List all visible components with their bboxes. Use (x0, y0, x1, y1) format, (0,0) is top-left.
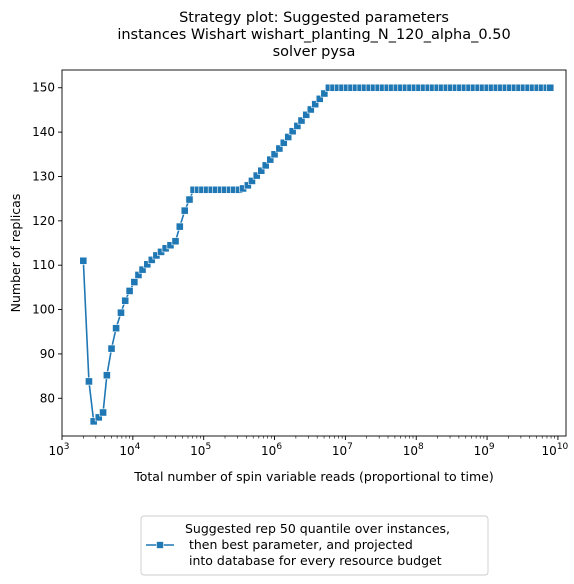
data-point (147, 255, 156, 264)
data-point (112, 324, 120, 333)
legend-box (140, 515, 489, 576)
data-point (279, 138, 288, 147)
data-point (546, 83, 555, 92)
data-point (270, 150, 279, 159)
data-point (166, 241, 175, 250)
data-point (175, 222, 184, 231)
data-point (306, 105, 315, 114)
data-point (134, 271, 143, 279)
chart-title-line: instances Wishart wishart_planting_N_120… (117, 27, 510, 43)
x-axis-label: Total number of spin variable reads (pro… (133, 469, 494, 484)
y-tick-label: 80 (40, 391, 55, 405)
data-point (85, 377, 93, 386)
data-point (252, 171, 261, 180)
data-point (89, 417, 98, 426)
chart-title: Strategy plot: Suggested parametersinsta… (117, 10, 510, 60)
y-tick-label: 130 (32, 169, 55, 183)
series-markers (79, 83, 555, 426)
data-point (121, 296, 130, 305)
y-tick-label: 110 (32, 258, 55, 272)
data-point (293, 122, 302, 130)
data-point (275, 144, 284, 153)
y-tick-label: 140 (32, 125, 55, 139)
data-point (315, 94, 324, 103)
data-point (130, 278, 139, 286)
data-point (288, 127, 297, 136)
legend: Suggested rep 50 quantile over instances… (140, 515, 489, 576)
y-tick-label: 150 (32, 81, 55, 95)
chart-title-line: solver pysa (273, 44, 356, 60)
x-tick-label: 105 (190, 442, 211, 458)
y-axis-ticks: 80 90 100 110 120 130 140 150 (32, 81, 62, 405)
data-point (180, 206, 189, 215)
data-point (138, 265, 147, 274)
data-point (79, 256, 88, 265)
x-tick-label: 107 (332, 442, 353, 458)
data-point (99, 408, 107, 417)
x-tick-label: 103 (48, 442, 69, 458)
y-tick-label: 100 (32, 303, 55, 317)
y-tick-label: 120 (32, 214, 55, 228)
plot-area (62, 70, 566, 436)
y-axis-label: Number of replicas (8, 194, 23, 313)
x-tick-label: 1010 (542, 442, 569, 458)
data-point (185, 195, 194, 204)
data-point (117, 308, 125, 317)
data-point (243, 181, 252, 190)
data-point (94, 413, 103, 422)
y-tick-label: 90 (40, 347, 55, 361)
data-point (257, 166, 266, 175)
data-point (171, 237, 180, 246)
legend-square-marker-icon (156, 541, 164, 549)
x-tick-label: 104 (119, 442, 140, 458)
data-point (107, 344, 116, 353)
data-point (261, 161, 270, 170)
x-tick-label: 108 (403, 442, 424, 458)
data-point (248, 177, 256, 185)
data-point (297, 116, 306, 125)
legend-entry-label: Suggested rep 50 quantile over instances… (185, 521, 450, 568)
data-point (102, 371, 111, 380)
data-point (320, 89, 329, 98)
plot-frame (61, 69, 567, 437)
data-point (302, 110, 311, 119)
x-tick-label: 109 (474, 442, 495, 458)
data-point (311, 100, 320, 109)
chart-title-line: Strategy plot: Suggested parameters (179, 10, 449, 26)
x-tick-label: 106 (261, 442, 282, 458)
data-point (125, 287, 134, 295)
data-point (284, 133, 293, 141)
data-point (143, 260, 152, 269)
data-point (266, 155, 275, 164)
x-axis-ticks: 103 104 105 106 107 108 109 1010 (48, 436, 569, 458)
